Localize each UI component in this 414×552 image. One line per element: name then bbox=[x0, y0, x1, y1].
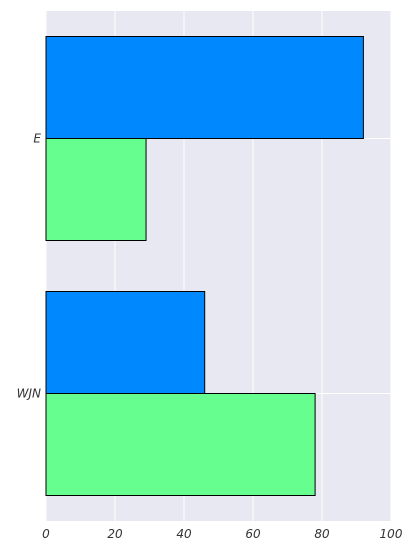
bar-e-series-1 bbox=[46, 37, 363, 139]
x-tick-label: 20 bbox=[107, 527, 123, 541]
x-tick-label: 100 bbox=[380, 527, 403, 541]
x-axis-ticks: 0 20 40 60 80 100 bbox=[42, 527, 403, 541]
x-tick-label: 80 bbox=[314, 527, 330, 541]
x-tick-label: 40 bbox=[176, 527, 192, 541]
bar-wjn-series-1 bbox=[46, 292, 205, 394]
x-tick-label: 60 bbox=[245, 527, 261, 541]
y-axis-ticks: E WJN bbox=[17, 132, 42, 401]
bar-wjn-series-2 bbox=[46, 394, 315, 496]
y-tick-label-wjn: WJN bbox=[17, 387, 41, 401]
x-tick-label: 0 bbox=[42, 527, 50, 541]
y-tick-label-e: E bbox=[33, 132, 41, 146]
bar-e-series-2 bbox=[46, 139, 146, 241]
